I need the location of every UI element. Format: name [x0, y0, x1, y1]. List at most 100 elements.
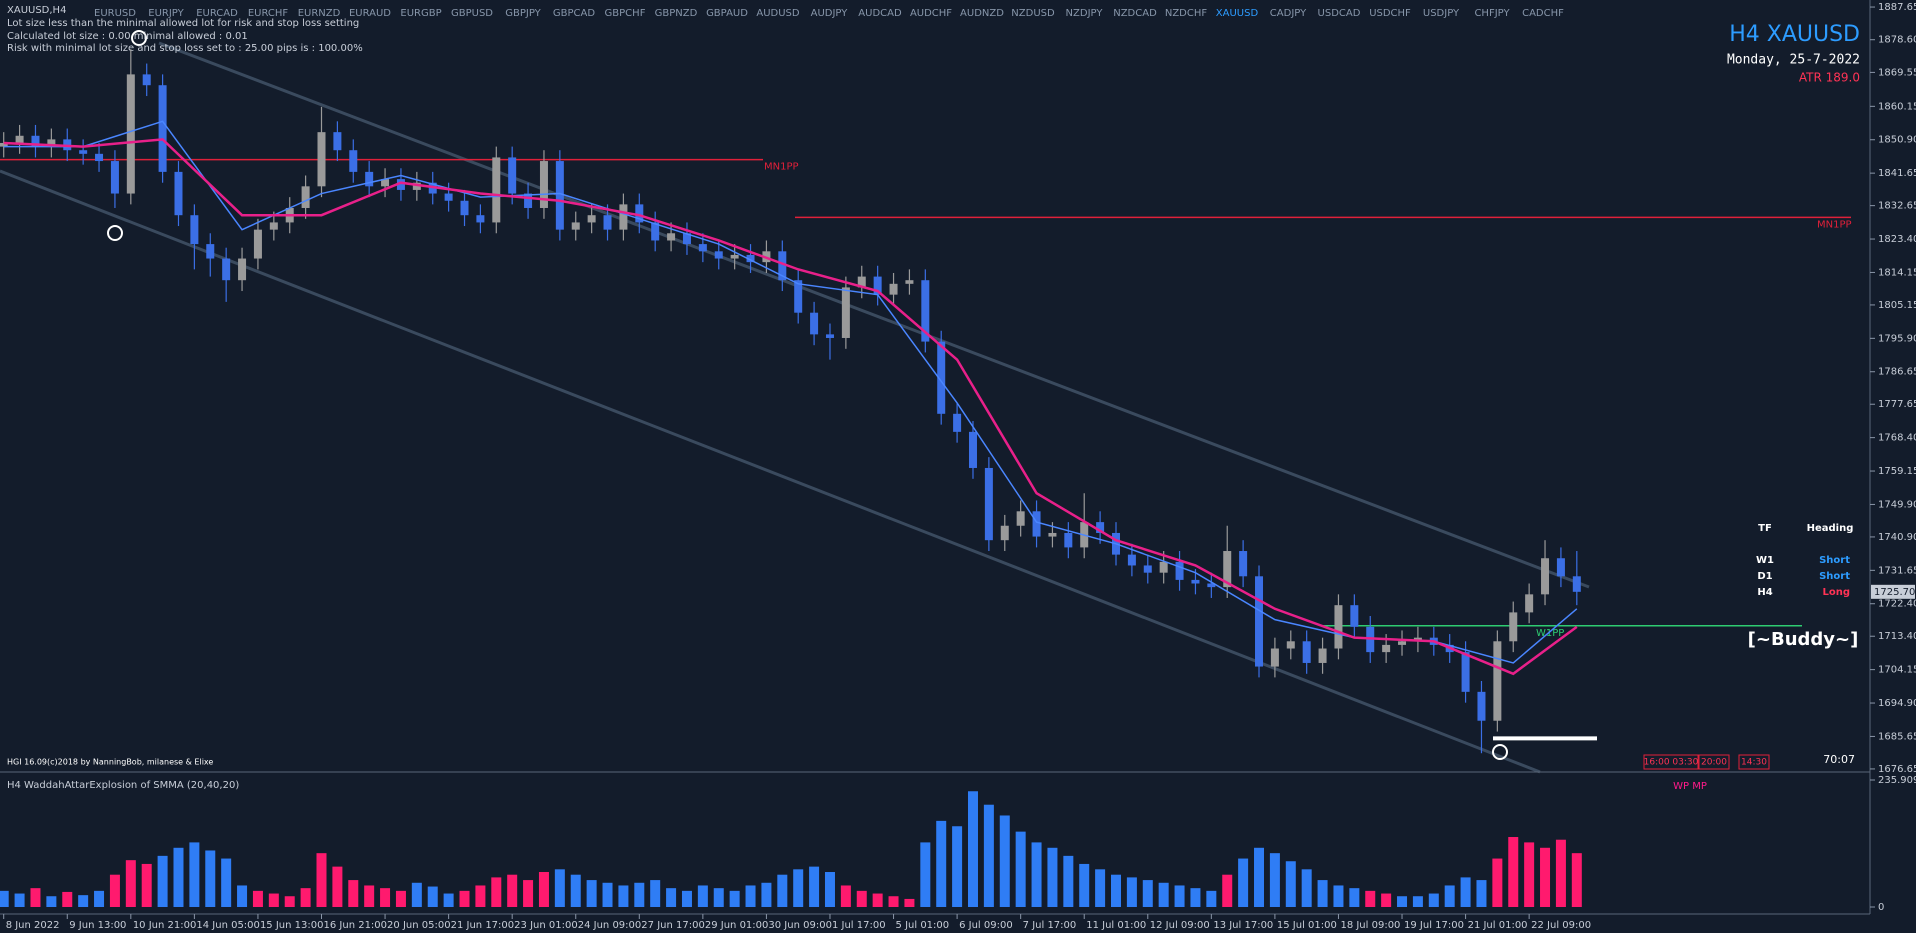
indicator-bar: [0, 890, 9, 907]
candle-body: [1334, 605, 1343, 649]
indicator-bar: [1301, 869, 1312, 907]
symbol-tab[interactable]: EURCHF: [248, 8, 289, 19]
indicator-bar: [1333, 885, 1344, 907]
indicator-title: H4 WaddahAttarExplosion of SMMA (20,40,2…: [7, 780, 239, 791]
y-tick-label: 1759.15: [1878, 466, 1916, 477]
x-tick-label: 18 Jul 09:00: [1340, 920, 1400, 931]
indicator-bar: [856, 890, 867, 907]
indicator-bar: [920, 842, 931, 907]
symbol-tab[interactable]: EURAUD: [349, 8, 391, 19]
indicator-bar: [904, 898, 915, 907]
symbol-tab[interactable]: NZDJPY: [1066, 8, 1104, 19]
indicator-bar: [936, 820, 947, 907]
indicator-bar: [952, 826, 963, 907]
symbol-tab[interactable]: GBPCHF: [605, 8, 646, 19]
header-date: Monday, 25-7-2022: [1727, 53, 1860, 68]
candle-body: [825, 334, 834, 338]
candle-body: [190, 215, 199, 245]
candle-body: [1096, 522, 1105, 533]
candle-body: [1461, 652, 1470, 692]
candle-body: [1572, 576, 1581, 592]
candle-body: [984, 467, 993, 541]
session-box: [1698, 754, 1730, 770]
symbol-tab[interactable]: EURNZD: [298, 8, 341, 19]
message: Risk with minimal lot size and stop loss…: [7, 43, 363, 54]
indicator-bar: [1571, 853, 1582, 907]
symbol-tab[interactable]: XAUUSD: [1216, 8, 1259, 19]
indicator-bar: [888, 896, 899, 907]
candle-body: [317, 132, 326, 187]
x-tick-label: 14 Jun 05:00: [196, 920, 260, 931]
candle-body: [269, 222, 278, 230]
indicator-bar: [1238, 858, 1249, 907]
symbol-tab[interactable]: USDJPY: [1423, 8, 1460, 19]
x-tick-label: 20 Jun 05:00: [387, 920, 451, 931]
symbol-tab[interactable]: AUDUSD: [756, 8, 800, 19]
x-tick-label: 24 Jun 09:00: [578, 920, 642, 931]
symbol-tab[interactable]: CADJPY: [1270, 8, 1307, 19]
indicator-bar: [109, 874, 120, 907]
symbol-tab[interactable]: AUDNZD: [960, 8, 1004, 19]
y-tick-label: 1869.55: [1878, 67, 1916, 78]
candle-body: [1000, 525, 1009, 541]
candle-body: [1477, 691, 1486, 721]
symbol-tab[interactable]: CADCHF: [1522, 8, 1564, 19]
indicator-bar: [237, 885, 248, 907]
countdown: 70:07: [1823, 753, 1855, 766]
symbol-tab[interactable]: NZDCHF: [1165, 8, 1208, 19]
x-tick-label: 22 Jul 09:00: [1531, 920, 1591, 931]
symbol-tab[interactable]: EURCAD: [196, 8, 238, 19]
symbol-tab[interactable]: AUDCAD: [858, 8, 902, 19]
indicator-bar: [14, 893, 25, 907]
candle-body: [1239, 551, 1248, 577]
indicator-bar: [1285, 861, 1296, 907]
candle-body: [508, 157, 517, 194]
x-tick-label: 1 Jul 17:00: [832, 920, 886, 931]
table-cell: Long: [1822, 587, 1850, 598]
message: Lot size less than the minimal allowed l…: [7, 18, 359, 29]
candle-body: [79, 150, 88, 154]
symbol-tab[interactable]: GBPNZD: [655, 8, 698, 19]
candle-body: [492, 157, 501, 223]
symbol-tab[interactable]: USDCHF: [1369, 8, 1411, 19]
y-tick-label: 1823.40: [1878, 234, 1916, 245]
symbol-tab[interactable]: CHFJPY: [1474, 8, 1510, 19]
pivot-label: W1PP: [1536, 628, 1564, 639]
candle-body: [857, 276, 866, 288]
candle-body: [714, 251, 723, 259]
indicator-bar: [284, 896, 295, 907]
symbol-tab[interactable]: EURGBP: [400, 8, 441, 19]
symbol-tab[interactable]: AUDCHF: [910, 8, 952, 19]
symbol-tab[interactable]: GBPAUD: [706, 8, 748, 19]
indicator-tick-label: 235.9094: [1878, 775, 1916, 786]
indicator-bar: [1397, 896, 1408, 907]
symbol-tab[interactable]: GBPCAD: [553, 8, 595, 19]
y-tick-label: 1731.65: [1878, 565, 1916, 576]
symbol-tab[interactable]: EURUSD: [94, 8, 136, 19]
symbol-tab[interactable]: NZDCAD: [1113, 8, 1157, 19]
candle-body: [635, 204, 644, 223]
candle-body: [1556, 558, 1565, 577]
candle-body: [1255, 576, 1264, 667]
candle-body: [746, 254, 755, 263]
symbol-tab[interactable]: GBPUSD: [451, 8, 493, 19]
candle-body: [396, 179, 405, 190]
indicator-bar: [618, 885, 629, 907]
symbol-tab[interactable]: USDCAD: [1318, 8, 1361, 19]
y-tick-label: 1814.15: [1878, 267, 1916, 278]
symbol-tab[interactable]: GBPJPY: [505, 8, 541, 19]
indicator-bar: [777, 874, 788, 907]
indicator-bar: [316, 853, 327, 907]
symbol-tab[interactable]: AUDJPY: [811, 8, 849, 19]
indicator-bar: [1428, 893, 1439, 907]
symbol-tab[interactable]: EURJPY: [148, 8, 184, 19]
candle-body: [460, 200, 469, 216]
indicator-bar: [586, 880, 597, 907]
symbol-tab[interactable]: NZDUSD: [1011, 8, 1055, 19]
indicator-bar: [395, 890, 406, 907]
marker-circle: [107, 225, 123, 241]
indicator-bar: [348, 880, 359, 907]
indicator-bar: [1524, 842, 1535, 907]
candle-body: [1223, 551, 1232, 588]
